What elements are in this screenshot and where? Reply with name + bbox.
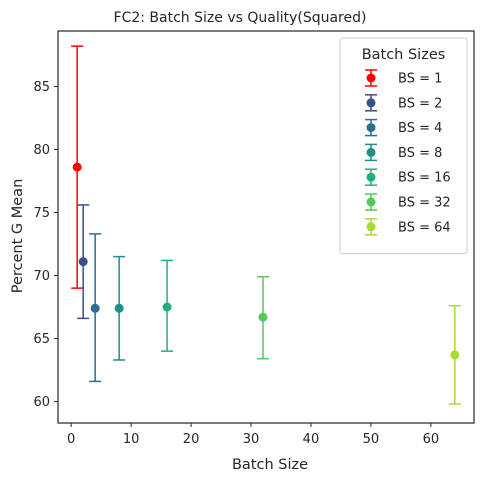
data-marks bbox=[71, 45, 461, 405]
legend-marker bbox=[366, 222, 376, 232]
axis-ticks: 0 10 20 30 40 50 60 60 65 70 75 80 85 bbox=[33, 80, 439, 447]
legend-marker bbox=[366, 147, 376, 157]
legend-marker bbox=[366, 98, 376, 108]
legend-marker bbox=[366, 197, 376, 207]
legend-item: BS = 32 bbox=[365, 193, 451, 211]
legend-item: BS = 1 bbox=[365, 69, 442, 87]
data-point bbox=[90, 303, 100, 313]
plot-frame bbox=[57, 30, 475, 424]
legend-label: BS = 64 bbox=[398, 220, 451, 235]
legend-title: Batch Sizes bbox=[362, 47, 446, 63]
legend-item: BS = 4 bbox=[365, 118, 442, 137]
legend-marker bbox=[366, 172, 376, 182]
legend-marker bbox=[366, 123, 376, 133]
chart-title: FC2: Batch Size vs Quality(Squared) bbox=[114, 10, 367, 26]
x-tick-label: 30 bbox=[243, 432, 260, 447]
legend-label: BS = 1 bbox=[398, 72, 442, 87]
x-tick-label: 0 bbox=[67, 432, 75, 447]
x-tick-label: 10 bbox=[123, 432, 140, 447]
series-errorbar bbox=[77, 204, 90, 320]
y-tick-label: 70 bbox=[33, 269, 50, 284]
legend-marker bbox=[366, 73, 376, 83]
legend-label: BS = 4 bbox=[398, 121, 442, 136]
legend-item: BS = 16 bbox=[365, 168, 451, 186]
series-errorbar bbox=[257, 276, 270, 360]
legend-label: BS = 32 bbox=[398, 196, 451, 211]
legend: Batch Sizes BS = 1BS = 2BS = 4BS = 8BS =… bbox=[339, 37, 468, 255]
x-tick-label: 40 bbox=[303, 432, 320, 447]
x-axis-label: Batch Size bbox=[232, 457, 308, 473]
data-point bbox=[72, 162, 82, 172]
y-tick-label: 75 bbox=[33, 206, 50, 221]
y-tick-label: 85 bbox=[33, 80, 50, 95]
series-errorbar bbox=[448, 305, 461, 405]
data-point bbox=[450, 350, 460, 360]
legend-label: BS = 16 bbox=[398, 171, 451, 186]
series-errorbar bbox=[113, 255, 126, 361]
y-tick-label: 65 bbox=[33, 332, 50, 347]
data-point bbox=[78, 257, 88, 267]
legend-label: BS = 2 bbox=[398, 96, 442, 111]
x-tick-label: 50 bbox=[363, 432, 380, 447]
x-tick-label: 60 bbox=[423, 432, 440, 447]
series-errorbar bbox=[71, 45, 84, 289]
series-errorbar bbox=[89, 233, 102, 383]
data-point bbox=[162, 302, 172, 312]
x-tick-label: 20 bbox=[183, 432, 200, 447]
data-point bbox=[258, 312, 268, 322]
legend-item: BS = 2 bbox=[365, 94, 442, 112]
y-tick-label: 60 bbox=[33, 395, 50, 410]
y-tick-label: 80 bbox=[33, 143, 50, 158]
legend-items: BS = 1 BS = 2 BS = 4 BS = 8 BS = 16 BS = 32 BS… bbox=[365, 69, 451, 236]
y-axis-label: Percent G Mean bbox=[10, 179, 26, 294]
legend-label: BS = 8 bbox=[398, 146, 442, 161]
legend-item: BS = 8 bbox=[365, 143, 442, 162]
data-point bbox=[114, 303, 124, 313]
series-errorbar bbox=[161, 259, 174, 352]
legend-item: BS = 64 bbox=[365, 218, 451, 236]
